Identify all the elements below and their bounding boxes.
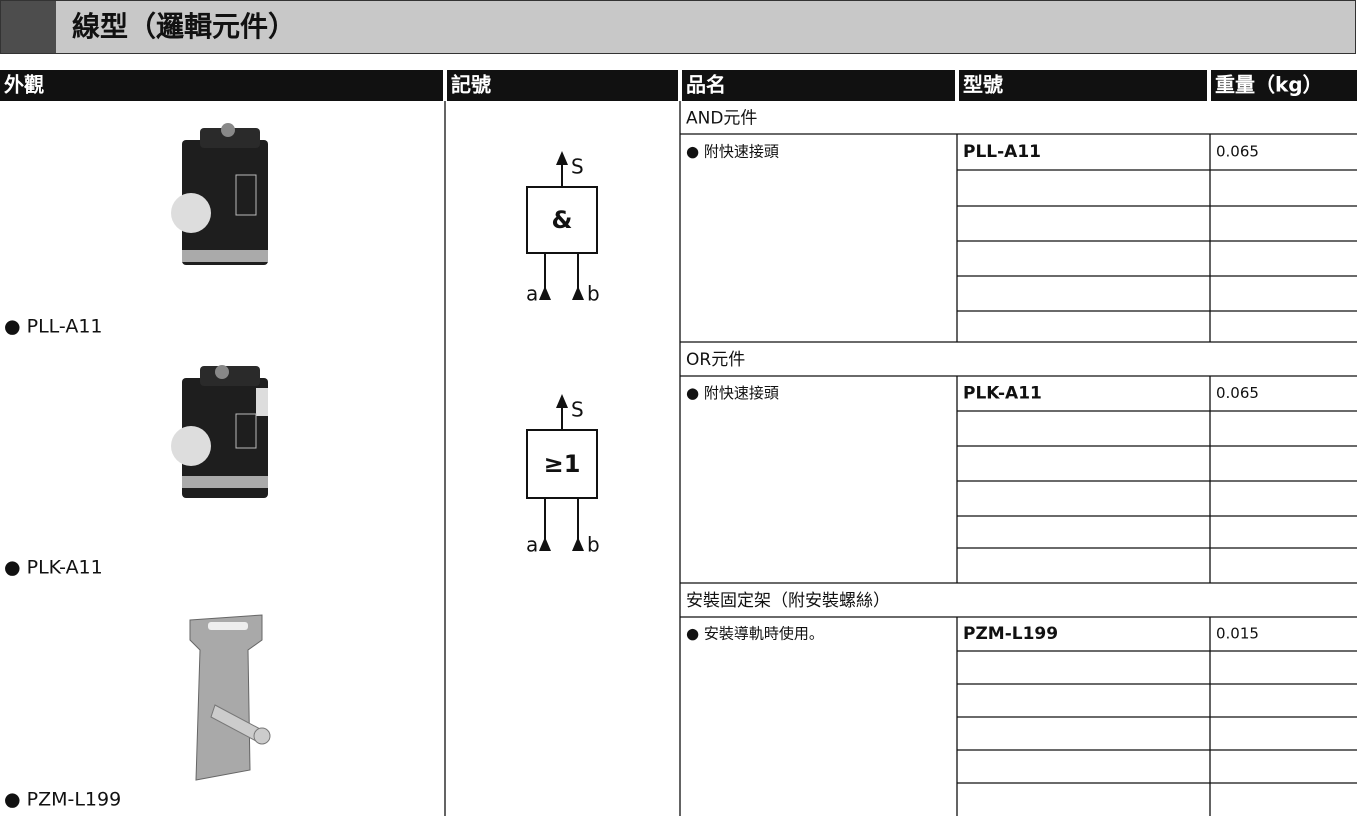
symbol-output: S xyxy=(571,398,584,422)
symbol-operator: & xyxy=(552,206,573,234)
item-name: ● 附快速接頭 xyxy=(686,384,779,402)
column-header-bg xyxy=(0,70,443,101)
column-header: 型號 xyxy=(963,73,1003,97)
column-header: 重量（kg） xyxy=(1215,73,1323,97)
column-header: 品名 xyxy=(686,73,726,97)
and-gate xyxy=(526,151,598,300)
product-label: ● PLK-A11 xyxy=(4,557,103,579)
item-model: PZM-L199 xyxy=(963,624,1058,644)
or-gate xyxy=(526,394,598,551)
product-label: ● PZM-L199 xyxy=(4,789,121,811)
item-name: ● 安裝導軌時使用。 xyxy=(686,625,824,643)
item-weight: 0.065 xyxy=(1216,143,1259,161)
item-weight: 0.065 xyxy=(1216,384,1259,402)
column-header-bg xyxy=(447,70,678,101)
section-title: OR元件 xyxy=(686,350,745,370)
product-image xyxy=(189,614,271,781)
product-label: ● PLL-A11 xyxy=(4,316,103,338)
section-title: 安裝固定架（附安裝螺絲） xyxy=(686,591,890,611)
title: 線型（邏輯元件） xyxy=(72,10,296,43)
symbol-input: b xyxy=(587,282,600,306)
symbol-input: a xyxy=(526,533,538,557)
product-image xyxy=(171,123,268,265)
column-header-bg xyxy=(1211,70,1357,101)
symbol-input: b xyxy=(587,533,600,557)
section-title: AND元件 xyxy=(686,109,757,129)
column-header: 記號 xyxy=(451,73,491,97)
item-weight: 0.015 xyxy=(1216,625,1259,643)
column-header-bg xyxy=(682,70,955,101)
item-name: ● 附快速接頭 xyxy=(686,143,779,161)
product-image xyxy=(171,365,268,498)
title-bar xyxy=(0,0,1356,54)
item-model: PLL-A11 xyxy=(963,142,1041,162)
title-mark xyxy=(1,1,56,53)
item-model: PLK-A11 xyxy=(963,384,1042,404)
symbol-output: S xyxy=(571,155,584,179)
symbol-input: a xyxy=(526,282,538,306)
column-header-bg xyxy=(959,70,1207,101)
symbol-operator: ≥1 xyxy=(544,450,581,478)
column-header: 外觀 xyxy=(4,73,44,97)
